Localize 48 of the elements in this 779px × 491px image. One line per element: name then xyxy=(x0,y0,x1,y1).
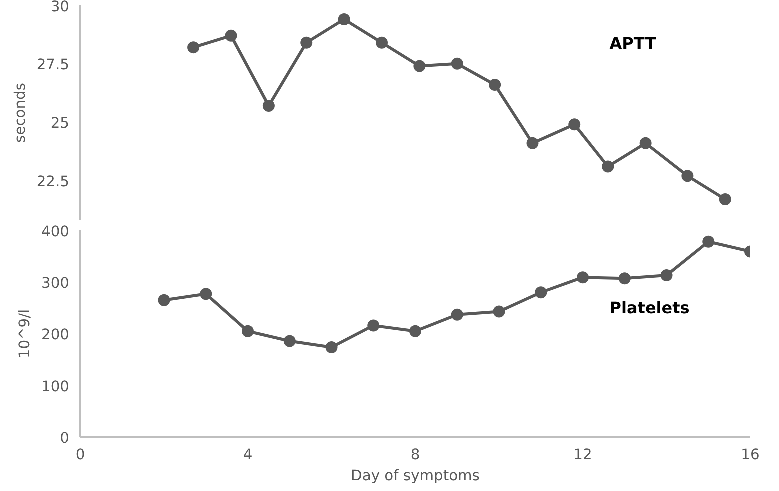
y-tick-label: 100 xyxy=(42,378,70,396)
point xyxy=(284,335,296,348)
y-axis-title: seconds xyxy=(12,83,29,143)
y-tick-label: 22.5 xyxy=(36,173,70,190)
point xyxy=(200,288,212,300)
y-tick-label: 30 xyxy=(50,0,70,16)
x-axis-title: Day of symptoms xyxy=(351,468,480,484)
x-tick-label: 4 xyxy=(243,446,253,464)
point xyxy=(410,325,422,338)
point xyxy=(158,294,170,306)
point xyxy=(489,78,502,91)
point xyxy=(451,308,464,321)
series-label: Platelets xyxy=(610,298,690,318)
point xyxy=(338,14,350,26)
point xyxy=(262,100,275,112)
point xyxy=(451,58,464,70)
point xyxy=(225,30,238,42)
point xyxy=(660,270,673,282)
x-tick-label: 16 xyxy=(741,446,760,464)
y-tick-label: 25 xyxy=(50,114,70,132)
point xyxy=(493,306,506,318)
x-tick-label: 12 xyxy=(574,446,592,464)
y-tick-label: 400 xyxy=(42,224,70,240)
point xyxy=(414,60,426,72)
point xyxy=(368,320,380,332)
point xyxy=(702,236,715,248)
point xyxy=(326,341,338,354)
y-tick-label: 27.5 xyxy=(36,56,70,74)
point xyxy=(526,137,539,150)
point xyxy=(640,137,652,150)
text: APTT xyxy=(610,34,656,53)
y-tick-label: 200 xyxy=(42,326,70,344)
point xyxy=(568,118,581,131)
x-tick-label: 0 xyxy=(76,446,86,464)
point xyxy=(376,36,388,49)
point xyxy=(602,160,614,173)
point xyxy=(577,272,589,284)
y-tick-label: 300 xyxy=(42,274,70,292)
point xyxy=(719,193,732,206)
point xyxy=(618,272,631,285)
point xyxy=(535,286,548,299)
y-tick-label: 0 xyxy=(60,430,70,447)
point xyxy=(188,42,200,54)
x-tick-label: 8 xyxy=(410,446,420,464)
point xyxy=(242,325,254,338)
point xyxy=(300,36,313,49)
point xyxy=(682,170,694,182)
y-axis-title: 10^9/l xyxy=(16,309,34,359)
